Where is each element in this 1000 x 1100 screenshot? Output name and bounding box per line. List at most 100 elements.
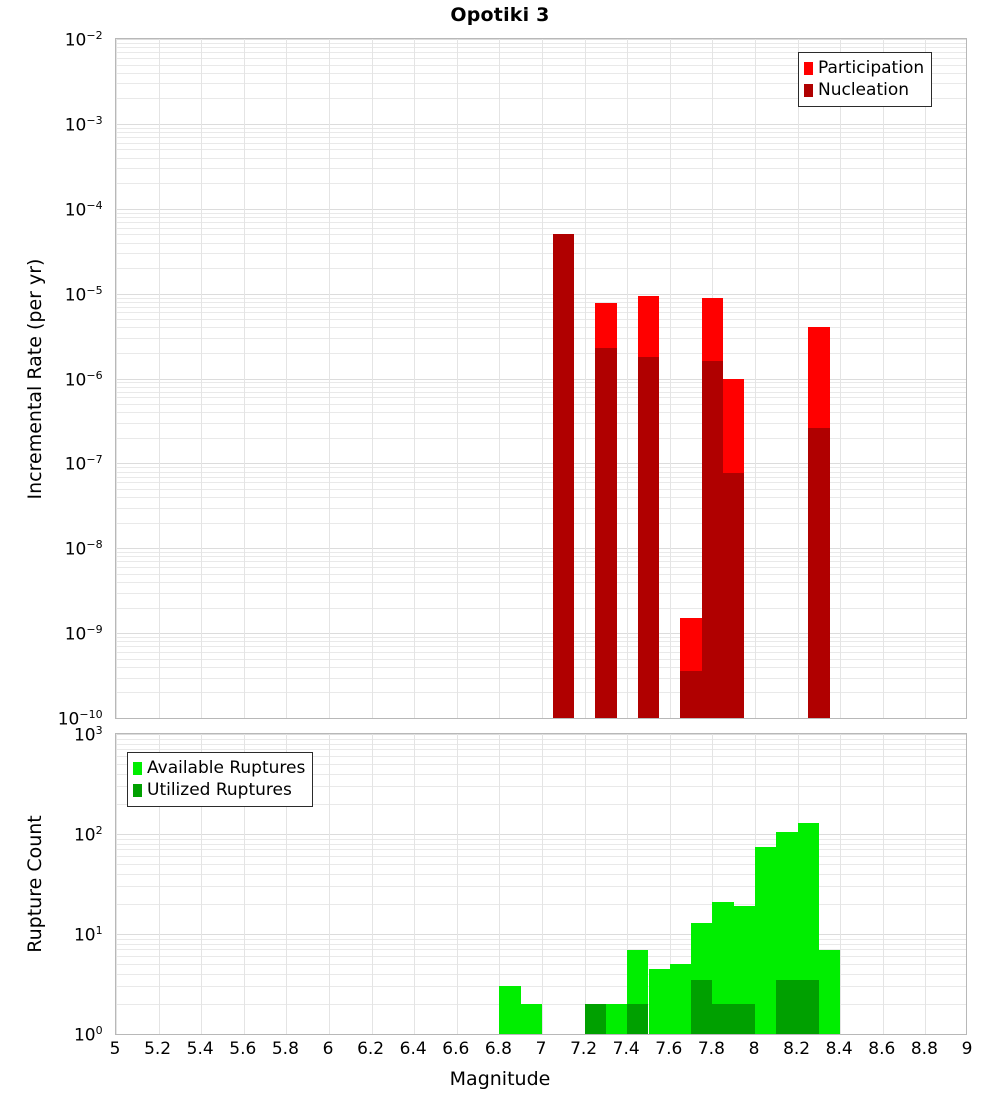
x-axis-tick-label: 6.2 bbox=[357, 1039, 385, 1059]
gridline-vertical bbox=[840, 39, 841, 718]
bar-segment-available bbox=[520, 1003, 542, 1034]
gridline-horizontal bbox=[116, 132, 966, 134]
bar bbox=[605, 734, 628, 1034]
gridline-horizontal bbox=[116, 651, 966, 653]
gridline-vertical bbox=[116, 734, 117, 1034]
x-axis-tick-label: 6 bbox=[322, 1039, 334, 1059]
gridline-vertical bbox=[329, 39, 330, 718]
x-axis-tick-label: 5.2 bbox=[144, 1039, 172, 1059]
gridline-horizontal bbox=[116, 98, 966, 100]
legend-swatch-icon bbox=[133, 761, 142, 775]
x-axis-tick-label: 8.2 bbox=[783, 1039, 811, 1059]
legend-item[interactable]: Nucleation bbox=[804, 79, 924, 101]
gridline-vertical bbox=[372, 39, 373, 718]
gridline-vertical bbox=[286, 39, 287, 718]
bar-segment-available bbox=[499, 986, 521, 1034]
gridline-horizontal bbox=[116, 319, 966, 321]
gridline-horizontal bbox=[116, 646, 966, 648]
x-axis-tick-label: 5.6 bbox=[229, 1039, 257, 1059]
gridline-vertical bbox=[585, 734, 586, 1034]
bar bbox=[733, 734, 755, 1034]
gridline-vertical bbox=[798, 39, 799, 718]
gridline-horizontal bbox=[116, 463, 966, 465]
gridline-horizontal bbox=[116, 378, 966, 380]
gridline-horizontal bbox=[116, 293, 966, 295]
gridline-horizontal bbox=[116, 397, 966, 399]
gridline-horizontal bbox=[116, 749, 966, 751]
gridline-vertical bbox=[499, 734, 500, 1034]
gridline-vertical bbox=[457, 734, 458, 1034]
gridline-horizontal bbox=[116, 57, 966, 59]
rupture-count-legend: Available Ruptures Utilized Ruptures bbox=[127, 752, 314, 807]
gridline-horizontal bbox=[116, 786, 966, 788]
y-axis-tick-label: 10−5 bbox=[64, 283, 103, 306]
bar-segment-utilized bbox=[776, 979, 798, 1034]
x-axis-tick-label: 8 bbox=[748, 1039, 760, 1059]
gridline-horizontal bbox=[116, 556, 966, 558]
gridline-horizontal bbox=[116, 227, 966, 229]
bar-segment-available bbox=[648, 968, 670, 1034]
gridline-horizontal bbox=[116, 756, 966, 758]
y-axis-tick-label: 10−4 bbox=[64, 198, 103, 221]
legend-item[interactable]: Participation bbox=[804, 57, 924, 79]
gridline-horizontal bbox=[116, 986, 966, 988]
y-axis-tick-label: 10−6 bbox=[64, 368, 103, 391]
gridline-vertical bbox=[201, 39, 202, 718]
bar-segment-utilized bbox=[627, 1003, 649, 1034]
gridline-horizontal bbox=[116, 973, 966, 975]
gridline-horizontal bbox=[116, 253, 966, 255]
gridline-horizontal bbox=[116, 306, 966, 308]
gridline-horizontal bbox=[116, 943, 966, 945]
gridline-horizontal bbox=[116, 743, 966, 745]
bar bbox=[627, 734, 649, 1034]
legend-swatch-icon bbox=[804, 61, 813, 75]
bar-segment-available bbox=[818, 949, 841, 1034]
gridline-horizontal bbox=[116, 734, 966, 735]
bar bbox=[818, 734, 841, 1034]
gridline-vertical bbox=[755, 39, 756, 718]
gridline-horizontal bbox=[116, 677, 966, 679]
gridline-horizontal bbox=[116, 934, 966, 935]
gridline-vertical bbox=[542, 39, 543, 718]
bar bbox=[680, 39, 702, 718]
x-axis-tick-label: 7 bbox=[535, 1039, 547, 1059]
gridline-horizontal bbox=[116, 352, 966, 354]
gridline-horizontal bbox=[116, 834, 966, 835]
x-axis-tick-label: 7.6 bbox=[655, 1039, 683, 1059]
gridline-horizontal bbox=[116, 297, 966, 299]
gridline-vertical bbox=[670, 734, 671, 1034]
x-axis-tick-label: 7.8 bbox=[697, 1039, 725, 1059]
legend-item[interactable]: Available Ruptures bbox=[133, 757, 305, 779]
gridline-horizontal bbox=[116, 582, 966, 584]
gridline-horizontal bbox=[116, 666, 966, 668]
gridline-horizontal bbox=[116, 123, 966, 125]
x-axis-tick-label: 8.4 bbox=[825, 1039, 853, 1059]
bar bbox=[584, 734, 606, 1034]
x-axis-tick-label: 7.2 bbox=[570, 1039, 598, 1059]
legend-item[interactable]: Utilized Ruptures bbox=[133, 779, 305, 801]
bar-segment-utilized bbox=[691, 979, 713, 1034]
gridline-vertical bbox=[116, 39, 117, 718]
gridline-horizontal bbox=[116, 773, 966, 775]
gridline-horizontal bbox=[116, 592, 966, 594]
gridline-horizontal bbox=[116, 561, 966, 563]
x-axis-tick-label: 6.4 bbox=[399, 1039, 427, 1059]
gridline-horizontal bbox=[116, 127, 966, 129]
gridline-horizontal bbox=[116, 573, 966, 575]
gridline-horizontal bbox=[116, 903, 966, 905]
incremental-rate-legend: Participation Nucleation bbox=[798, 52, 933, 107]
y-axis-tick-label: 103 bbox=[73, 724, 103, 746]
gridline-horizontal bbox=[116, 482, 966, 484]
gridline-horizontal bbox=[116, 437, 966, 439]
bar-segment-nucleation bbox=[637, 356, 660, 718]
bar bbox=[723, 39, 745, 718]
gridline-horizontal bbox=[116, 422, 966, 424]
chart-title: Opotiki 3 bbox=[450, 4, 550, 26]
y-axis-tick-label: 10−3 bbox=[64, 113, 103, 136]
bar-segment-available bbox=[605, 1003, 628, 1034]
gridline-vertical bbox=[712, 734, 713, 1034]
incremental-rate-plot-area bbox=[116, 39, 966, 718]
y-axis-tick-label: 10−2 bbox=[64, 29, 103, 51]
gridline-horizontal bbox=[116, 641, 966, 643]
bar bbox=[648, 734, 670, 1034]
